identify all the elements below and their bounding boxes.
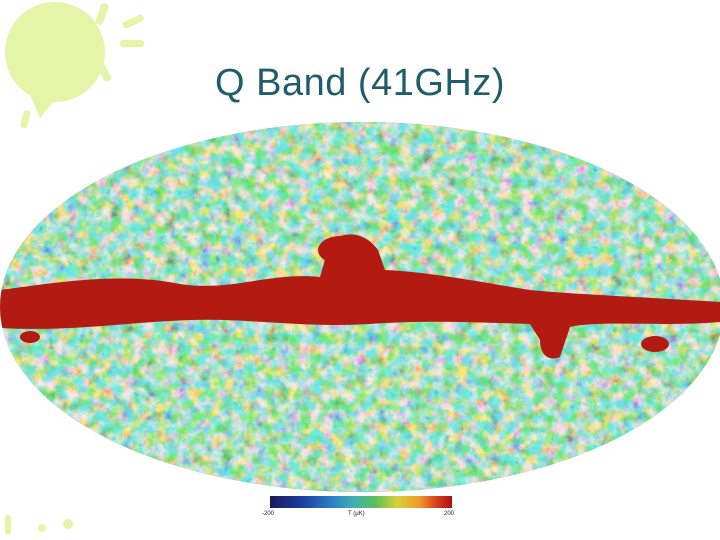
scale-max-label: 200 (444, 511, 455, 517)
temperature-color-scale (270, 496, 452, 508)
scale-unit-label: T (μK) (348, 511, 365, 517)
sky-map-image (0, 122, 720, 492)
scale-min-label: -200 (262, 511, 275, 517)
slide-title: Q Band (41GHz) (215, 62, 505, 104)
